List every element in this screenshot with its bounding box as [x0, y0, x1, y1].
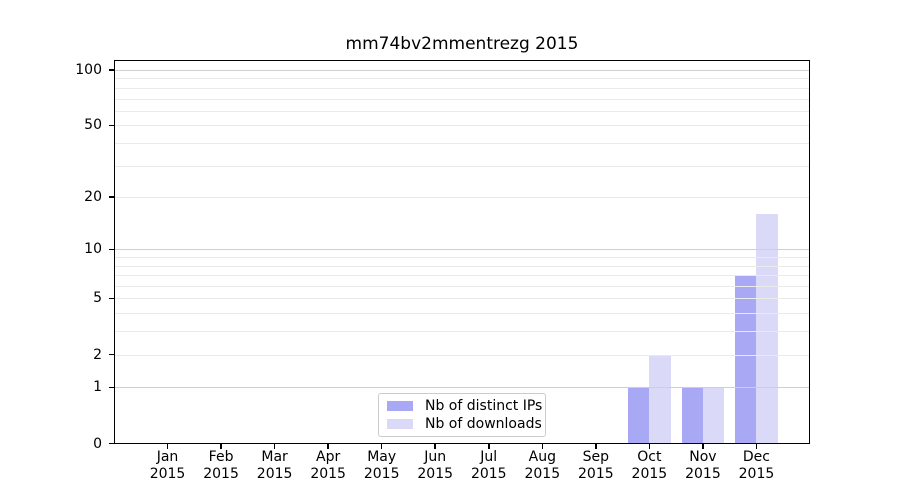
legend-item-distinct-ips: Nb of distinct IPs [387, 397, 545, 415]
gridline-minor [114, 165, 810, 167]
plot-area [114, 60, 810, 444]
x-tick-mark [380, 443, 383, 449]
gridline-major [114, 387, 810, 389]
x-tick-month: Nov [689, 448, 717, 465]
y-tick-label: 10 [84, 241, 102, 258]
x-tick-month: Jul [480, 448, 498, 465]
x-tick-label: Mar 2015 [257, 449, 293, 483]
legend-swatch-downloads [387, 419, 413, 429]
y-tick-label: 20 [84, 189, 102, 206]
y-tick-mark [109, 442, 114, 445]
x-tick-year: 2015 [578, 465, 614, 482]
x-tick-year: 2015 [417, 465, 454, 482]
x-tick-mark [541, 443, 544, 449]
gridline-minor [114, 286, 810, 288]
x-tick-mark [595, 443, 597, 449]
y-tick-mark [109, 196, 114, 198]
x-tick-month: Feb [208, 448, 234, 465]
gridline-major [114, 70, 810, 71]
gridline-minor [114, 87, 810, 89]
bar-distinct-ips-nov [681, 387, 703, 444]
x-tick-mark [488, 443, 490, 449]
x-tick-mark [755, 443, 758, 449]
gridline-minor [114, 257, 810, 259]
x-tick-label: Jul 2015 [471, 449, 507, 483]
x-tick-year: 2015 [685, 465, 721, 482]
x-tick-year: 2015 [363, 465, 400, 482]
y-tick-label: 50 [84, 117, 102, 134]
x-tick-month: Oct [637, 448, 662, 465]
x-tick-year: 2015 [310, 465, 346, 482]
bar-downloads-nov [702, 387, 725, 444]
x-tick-label: Jun 2015 [417, 449, 453, 483]
y-tick-label: 5 [93, 290, 102, 307]
gridline-minor [114, 110, 810, 112]
gridline-minor [114, 331, 810, 333]
gridline-minor [114, 313, 810, 315]
x-tick-month: Mar [261, 448, 288, 465]
bar-distinct-ips-oct [627, 387, 650, 444]
legend-label-distinct-ips: Nb of distinct IPs [425, 398, 543, 414]
x-tick-label: May 2015 [364, 449, 400, 483]
gridline-minor [114, 78, 810, 80]
gridline-minor [114, 298, 810, 300]
x-tick-year: 2015 [524, 465, 561, 482]
y-tick-mark [109, 297, 114, 300]
y-tick-label: 0 [93, 435, 102, 452]
bar-distinct-ips-dec [735, 275, 757, 444]
x-tick-month: Jan [156, 448, 179, 465]
x-tick-mark [648, 443, 651, 449]
x-tick-mark [220, 443, 222, 449]
gridline-major [114, 249, 810, 251]
chart-title: mm74bv2mmentrezg 2015 [345, 34, 579, 54]
x-tick-label: Feb 2015 [203, 449, 239, 483]
x-tick-year: 2015 [149, 465, 186, 482]
y-tick-mark [109, 248, 114, 251]
x-tick-year: 2015 [256, 465, 293, 482]
x-tick-year: 2015 [470, 465, 507, 482]
y-tick-label: 2 [93, 346, 102, 363]
gridline-minor [114, 354, 810, 356]
x-tick-label: Aug 2015 [524, 449, 560, 483]
y-tick-label: 1 [93, 379, 102, 396]
y-tick-mark [109, 124, 114, 127]
x-tick-label: Sep 2015 [578, 449, 614, 483]
x-tick-year: 2015 [738, 465, 775, 482]
x-tick-month: Sep [582, 448, 610, 465]
y-tick-mark [109, 69, 114, 71]
x-tick-year: 2015 [203, 465, 239, 482]
x-tick-mark [702, 443, 704, 449]
y-tick-mark [109, 386, 114, 389]
y-tick-mark [109, 353, 114, 356]
x-tick-label: Nov 2015 [685, 449, 721, 483]
y-tick-label: 100 [75, 62, 102, 78]
bar-downloads-dec [756, 214, 778, 444]
legend-label-downloads: Nb of downloads [425, 416, 542, 432]
x-tick-month: Aug [528, 448, 556, 465]
x-tick-mark [166, 443, 169, 449]
legend: Nb of distinct IPs Nb of downloads [378, 393, 546, 437]
x-tick-month: May [367, 448, 397, 465]
bar-downloads-oct [649, 354, 671, 444]
x-tick-mark [273, 443, 276, 449]
gridline-minor [114, 265, 810, 267]
legend-item-downloads: Nb of downloads [387, 415, 545, 433]
x-tick-label: Dec 2015 [739, 449, 775, 483]
gridline-minor [114, 197, 810, 199]
x-tick-label: Oct 2015 [632, 449, 668, 483]
legend-swatch-distinct-ips [387, 401, 413, 411]
x-tick-label: Jan 2015 [150, 449, 186, 483]
x-tick-label: Apr 2015 [310, 449, 346, 483]
x-tick-month: Dec [742, 448, 770, 465]
x-tick-month: Jun [424, 448, 447, 465]
gridline-minor [114, 98, 810, 100]
x-tick-mark [327, 443, 329, 449]
x-tick-year: 2015 [631, 465, 668, 482]
gridline-minor [114, 142, 810, 144]
gridline-minor [114, 275, 810, 277]
x-tick-month: Apr [316, 448, 341, 465]
x-tick-mark [434, 443, 436, 449]
gridline-minor [114, 125, 810, 127]
